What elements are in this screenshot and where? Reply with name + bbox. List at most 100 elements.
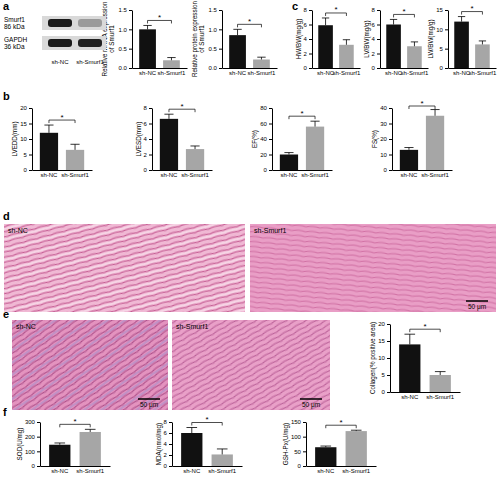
significance-label: * [334, 5, 337, 14]
marks [181, 428, 233, 467]
y-tick-mark [377, 10, 380, 11]
x-tick-label: sh-NC [40, 172, 58, 178]
y-tick-mark [219, 29, 222, 30]
histology-image: sh-NC [4, 224, 245, 312]
tissue-image [4, 224, 245, 312]
y-tick-mark [29, 124, 32, 125]
y-tick: 100 [291, 434, 306, 440]
y-tick-label: 50 [294, 449, 301, 455]
y-tick: 5 [440, 46, 448, 52]
y-tick: 0 [372, 65, 380, 71]
y-axis: 050100150 [291, 419, 307, 469]
x-axis-line [313, 68, 361, 69]
blot-lane-label: sh-NC [51, 59, 69, 65]
y-tick: 15 [20, 121, 32, 127]
marks [160, 114, 204, 170]
y-axis: 0.00.51.01.5 [119, 7, 133, 71]
x-tick: sh-NC [317, 466, 335, 474]
error-bar-cap [320, 446, 331, 447]
blot-row-label: GAPDH [4, 36, 27, 43]
error-bar-cap [404, 334, 415, 335]
bar [253, 59, 270, 68]
y-tick-label: 60 [260, 121, 267, 127]
error-bar-stem [237, 29, 238, 35]
y-tick-mark [377, 25, 380, 26]
bar [399, 344, 420, 392]
x-tick: sh-NC [401, 392, 419, 400]
x-axis: sh-NCsh-Smurf1 [133, 68, 188, 76]
x-tick-label: sh-Smurf1 [208, 468, 236, 474]
scale-bar [300, 398, 322, 400]
y-tick: 2 [164, 452, 172, 458]
error-bar-stem [346, 40, 347, 45]
y-label: GSH-Px(U/mg) [282, 423, 290, 465]
y-tick: 0 [304, 65, 312, 71]
y-tick: 1.5 [209, 7, 222, 13]
x-tick-label: sh-Smurf1 [181, 172, 209, 178]
y-tick-label: 4 [144, 136, 148, 142]
bar [229, 35, 246, 68]
significance-label: * [339, 418, 342, 427]
y-axis: 02468 [372, 7, 381, 71]
y-tick-mark [269, 155, 272, 156]
x-axis: sh-NC sh-Smurf1 [391, 392, 461, 400]
x-axis: sh-NCsh-Smurf1 [307, 466, 377, 474]
y-label: LV/BW(mg/g) [363, 20, 371, 57]
x-tick: sh-Smurf1 [333, 68, 361, 76]
y-tick-mark [377, 68, 380, 69]
y-tick-label: 10 [378, 355, 385, 361]
error-bar-cap [390, 19, 397, 20]
error-bar-stem [440, 372, 441, 375]
bar [181, 433, 202, 466]
x-tick: sh-NC [160, 170, 178, 178]
y-tick-mark [149, 108, 152, 109]
x-tick-label: sh-NC [160, 172, 178, 178]
y-tick-mark [169, 455, 172, 456]
error-bar-cap [85, 429, 96, 430]
y-tick-mark [389, 139, 392, 140]
error-bar-cap [164, 114, 173, 115]
y-tick-mark [389, 170, 392, 171]
y-tick-mark [445, 10, 448, 11]
blot-band [48, 19, 72, 27]
error-bar-stem [414, 42, 415, 46]
chart: 0.00.51.01.5sh-NCsh-Smurf1Relative mRNA … [101, 1, 188, 76]
y-tick-mark [37, 437, 40, 438]
bar [40, 133, 58, 170]
x-tick: sh-Smurf1 [158, 68, 186, 76]
y-label: HW/BW(mg/g) [295, 19, 303, 60]
error-bar-stem [48, 125, 49, 133]
chart: 02468sh-NCsh-Smurf1LV/BW(mg/g)* [363, 7, 429, 76]
x-axis: sh-NCsh-Smurf1 [381, 68, 429, 76]
y-axis: 05101520 [378, 321, 390, 395]
error-bar [85, 429, 96, 432]
y-tick-mark [387, 375, 390, 376]
x-tick-label: sh-NC [317, 468, 335, 474]
error-bar [143, 25, 151, 29]
y-tick: 5 [382, 372, 390, 378]
y-label: LW/BW(mg/g) [427, 19, 435, 58]
figure: 0.00.51.01.5sh-NCsh-Smurf1Relative mRNA … [0, 0, 500, 484]
y-tick: 0 [264, 167, 272, 173]
x-tick-label: sh-NC [401, 394, 419, 400]
y-tick: 40 [260, 136, 272, 142]
error-bar-cap [343, 39, 350, 40]
y-tick-label: 0.5 [119, 46, 128, 52]
scale-bar-label: 50 μm [302, 401, 320, 409]
image-label: sh-NC [8, 227, 28, 234]
x-tick: sh-Smurf1 [181, 170, 209, 178]
error-bar [284, 153, 293, 155]
y-tick: 0.5 [119, 46, 132, 52]
y-tick-label: 0 [440, 65, 444, 71]
x-tick-label: sh-Smurf1 [426, 394, 454, 400]
y-tick-label: 5 [24, 152, 28, 158]
y-tick-label: 1.0 [119, 27, 128, 33]
x-axis: sh-NCsh-Smurf1 [41, 466, 111, 474]
error-bar [435, 372, 446, 375]
y-tick: 20 [380, 136, 392, 142]
marks [454, 17, 489, 68]
x-tick: sh-NC [229, 68, 247, 76]
y-tick-mark [169, 433, 172, 434]
y-tick-mark [377, 39, 380, 40]
y-tick: 300 [25, 419, 40, 425]
